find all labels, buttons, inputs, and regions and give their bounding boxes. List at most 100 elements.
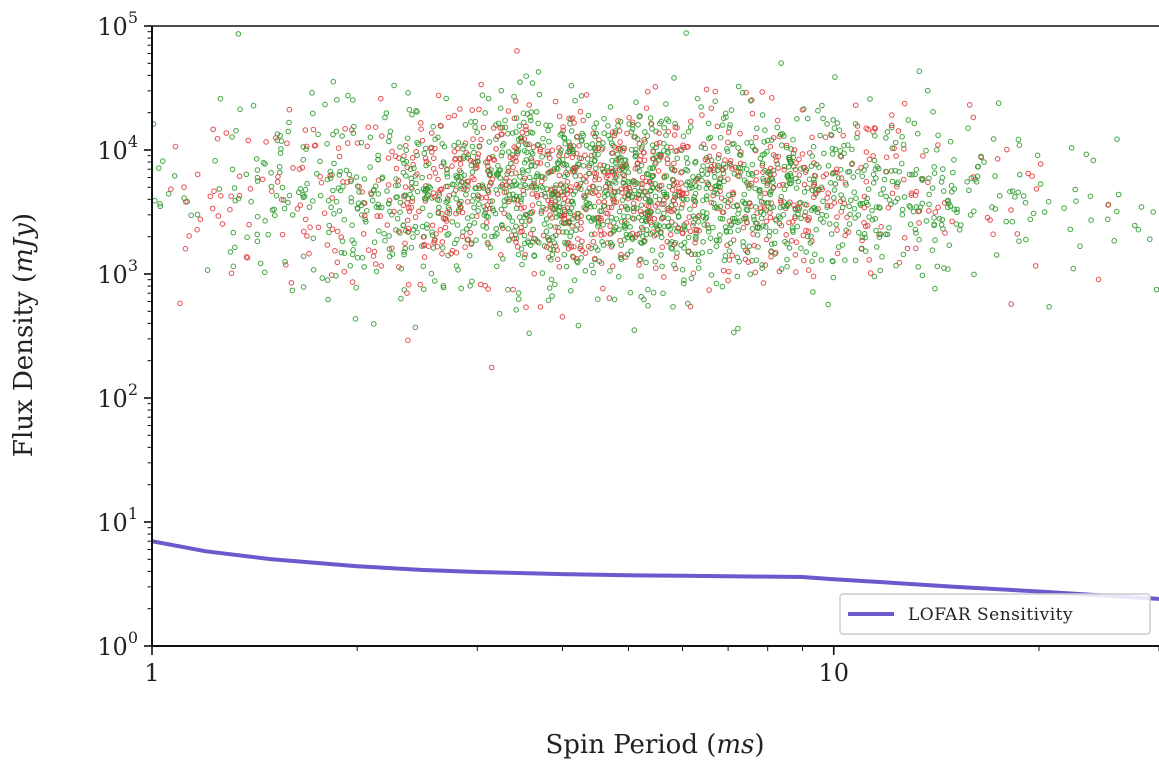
scatter-point-green <box>333 128 340 135</box>
scatter-point-green <box>350 247 356 253</box>
scatter-point-green <box>975 163 982 170</box>
scatter-point-red <box>796 156 802 163</box>
scatter-point-red <box>687 303 694 310</box>
scatter-point-red <box>690 222 696 229</box>
scatter-point-red <box>678 180 684 186</box>
scatter-point-red <box>643 178 649 184</box>
scatter-point-green <box>746 185 752 191</box>
scatter-point-red <box>849 161 855 168</box>
scatter-point-green <box>325 296 331 303</box>
scatter-point-green <box>615 123 621 129</box>
scatter-point-green <box>939 174 946 181</box>
scatter-point-green <box>611 178 618 184</box>
scatter-point-green <box>710 224 716 231</box>
scatter-point-green <box>809 153 816 159</box>
scatter-point-green <box>871 157 878 164</box>
scatter-point-red <box>439 250 445 257</box>
scatter-point-green <box>289 212 296 218</box>
scatter-point-red <box>484 219 490 226</box>
scatter-point-red <box>806 215 812 221</box>
scatter-point-red <box>359 189 366 195</box>
scatter-point-red <box>324 242 331 248</box>
scatter-point-red <box>602 183 609 190</box>
scatter-point-green <box>722 253 729 259</box>
scatter-point-green <box>611 296 618 303</box>
scatter-point-green <box>916 68 923 74</box>
scatter-point-red <box>768 253 774 260</box>
scatter-point-green <box>837 148 844 154</box>
scatter-point-red <box>439 239 446 245</box>
scatter-point-green <box>759 160 766 167</box>
scatter-point-green <box>539 154 545 160</box>
scatter-point-red <box>578 219 584 226</box>
scatter-point-red <box>507 154 514 160</box>
scatter-point-green <box>754 125 760 132</box>
scatter-point-green <box>304 180 310 187</box>
scatter-point-green <box>520 169 526 176</box>
scatter-point-green <box>230 263 237 270</box>
scatter-point-red <box>344 140 351 146</box>
scatter-point-green <box>297 186 304 192</box>
scatter-point-green <box>639 217 645 224</box>
scatter-point-red <box>461 186 467 193</box>
scatter-point-red <box>680 190 686 196</box>
y-tick-label: 100 <box>97 628 138 661</box>
scatter-point-green <box>674 155 681 162</box>
scatter-point-green <box>849 146 855 153</box>
scatter-point-green <box>827 180 834 186</box>
scatter-point-red <box>902 235 908 241</box>
scatter-point-green <box>905 117 912 123</box>
scatter-point-green <box>310 198 316 204</box>
scatter-point-green <box>630 205 637 212</box>
scatter-point-green <box>544 161 551 168</box>
scatter-point-green <box>286 192 293 199</box>
scatter-point-green <box>700 239 706 245</box>
scatter-point-red <box>439 211 445 217</box>
scatter-point-red <box>410 161 416 168</box>
scatter-point-green <box>956 227 963 233</box>
scatter-point-green <box>333 198 340 205</box>
scatter-point-green <box>633 99 639 105</box>
scatter-point-red <box>651 215 658 222</box>
scatter-point-red <box>842 179 849 186</box>
scatter-point-red <box>729 252 736 259</box>
scatter-point-green <box>874 244 880 250</box>
scatter-point-red <box>744 219 750 226</box>
scatter-point-green <box>616 208 623 215</box>
scatter-point-green <box>458 198 464 205</box>
scatter-point-green <box>547 223 554 229</box>
scatter-point-green <box>958 222 964 228</box>
scatter-point-green <box>1015 136 1022 143</box>
scatter-point-green <box>539 184 546 191</box>
scatter-point-green <box>819 102 825 109</box>
scatter-point-green <box>1045 198 1052 205</box>
scatter-point-green <box>152 197 158 204</box>
scatter-point-red <box>428 149 435 155</box>
scatter-point-green <box>605 181 612 187</box>
scatter-point-green <box>349 251 356 258</box>
scatter-point-green <box>319 275 326 281</box>
scatter-point-green <box>601 202 608 209</box>
scatter-point-red <box>284 140 290 147</box>
scatter-point-green <box>715 155 722 161</box>
scatter-point-green <box>360 199 367 206</box>
scatter-point-green <box>523 141 529 147</box>
scatter-point-green <box>836 175 842 181</box>
scatter-point-green <box>886 225 892 231</box>
scatter-point-green <box>588 204 594 210</box>
scatter-point-green <box>513 223 519 230</box>
scatter-point-red <box>417 281 424 288</box>
scatter-point-red <box>590 130 597 137</box>
scatter-point-red <box>402 240 408 247</box>
scatter-point-red <box>805 267 812 273</box>
scatter-point-green <box>1114 136 1120 142</box>
scatter-point-green <box>399 157 406 163</box>
scatter-point-red <box>825 190 832 196</box>
scatter-point-green <box>346 171 353 178</box>
scatter-point-green <box>809 258 815 265</box>
scatter-point-green <box>658 229 664 235</box>
scatter-point-green <box>212 158 218 164</box>
scatter-point-green <box>692 158 699 165</box>
scatter-point-green <box>784 263 790 270</box>
scatter-point-red <box>556 172 563 179</box>
